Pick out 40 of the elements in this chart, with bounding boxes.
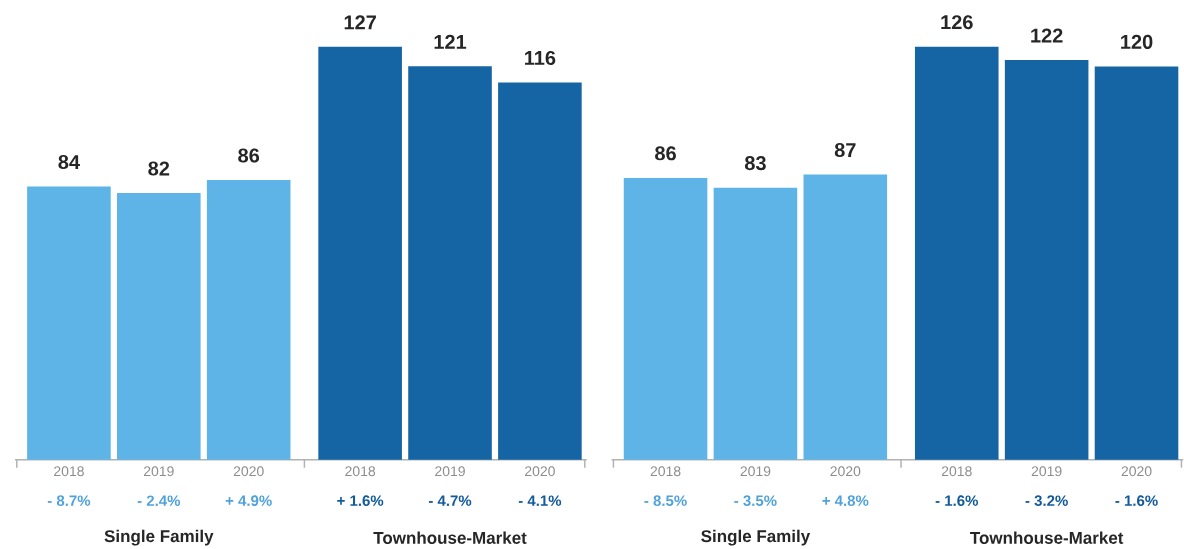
x-tick-label: 2020 <box>525 466 555 477</box>
data-label: 116 <box>525 50 556 66</box>
data-label: 86 <box>655 146 676 161</box>
text: + 1.6% <box>337 495 384 507</box>
text: - 4.1% <box>518 495 562 506</box>
text: - 2.4% <box>137 495 181 506</box>
data-label: 126 <box>941 15 973 30</box>
data-label: 84 <box>58 154 80 170</box>
x-tick-label: 2018 <box>650 466 681 477</box>
x-tick-label: 2019 <box>1031 466 1062 477</box>
text: - 3.5% <box>734 495 777 507</box>
text: Single Family <box>104 529 214 546</box>
text: - 8.5% <box>644 495 687 507</box>
text: + 4.9% <box>225 495 272 507</box>
x-tick-label: 2020 <box>233 466 264 477</box>
text: - 4.7% <box>428 495 472 506</box>
x-tick-label: 2019 <box>143 466 174 477</box>
text: + 4.8% <box>822 495 869 507</box>
data-label: 121 <box>434 34 467 49</box>
text: - 1.6% <box>935 495 979 507</box>
data-label: 86 <box>238 148 260 163</box>
x-tick-label: 2019 <box>435 466 465 477</box>
data-label: 127 <box>344 15 376 30</box>
x-tick-label: 2018 <box>54 466 84 477</box>
text: Townhouse-Market <box>970 531 1124 544</box>
x-tick-label: 2020 <box>830 466 861 477</box>
data-label: 82 <box>148 161 170 176</box>
text: Townhouse-Market <box>373 531 527 544</box>
data-label: 87 <box>834 142 856 158</box>
data-label: 120 <box>1121 34 1153 49</box>
text: Single Family <box>701 529 811 546</box>
text: - 3.2% <box>1025 495 1068 507</box>
data-label: 122 <box>1031 28 1063 43</box>
text: - 8.7% <box>47 495 91 507</box>
x-tick-label: 2018 <box>941 466 972 477</box>
data-label: 83 <box>744 156 766 171</box>
x-tick-label: 2020 <box>1121 466 1152 477</box>
x-tick-label: 2018 <box>345 466 376 477</box>
x-tick-label: 2019 <box>740 466 771 477</box>
text: - 1.6% <box>1115 495 1158 507</box>
